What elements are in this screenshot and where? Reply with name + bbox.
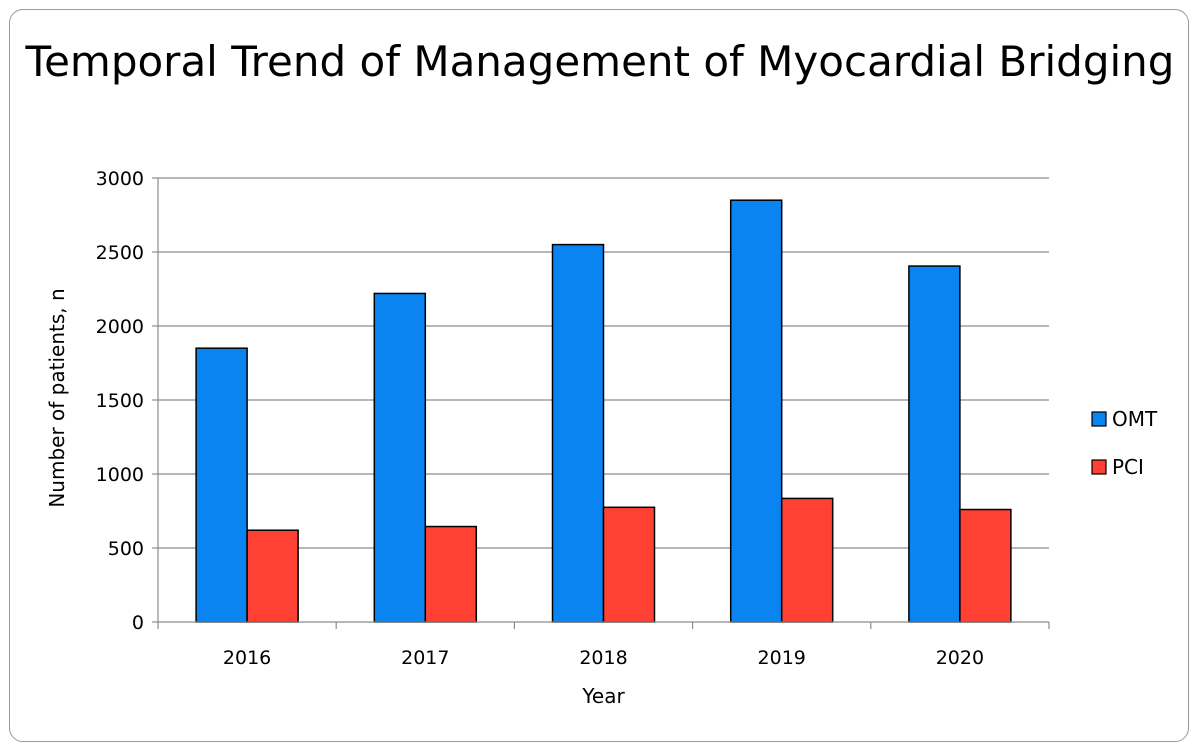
bar-omt-2016 [195,347,248,623]
y-tick-label: 3000 [96,168,144,190]
legend-label-omt: OMT [1112,407,1158,431]
x-tick-label: 2020 [936,647,984,669]
y-axis-label: Number of patients, n [45,288,69,507]
x-axis-label: Year [581,684,625,708]
bar-omt-2019 [729,199,783,623]
x-tick-label: 2018 [579,647,627,669]
legend-swatch-pci [1091,459,1107,475]
bar-pci-2018 [602,506,656,623]
x-tick-label: 2016 [223,647,271,669]
bar-pci-2017 [424,525,478,623]
x-tick-label: 2017 [401,647,449,669]
bar-omt-2020 [908,265,961,623]
bar-pci-2020 [959,508,1012,623]
y-tick-label: 2500 [96,242,144,264]
bar-omt-2018 [551,243,605,623]
x-tick-labels: 2016 2017 2018 2019 2020 [223,647,984,669]
bar-pci-2019 [780,497,834,623]
legend: OMT PCI [1091,407,1158,479]
y-tick-labels: 0 500 1000 1500 2000 2500 3000 [96,168,144,634]
bars [195,199,1012,623]
bar-omt-2017 [373,292,427,623]
y-tick-label: 2000 [96,316,144,338]
x-tick-label: 2019 [758,647,806,669]
y-tick-label: 1500 [96,390,144,412]
legend-swatch-omt [1091,411,1107,427]
y-tick-label: 500 [108,538,144,560]
legend-label-pci: PCI [1112,455,1144,479]
y-tick-label: 1000 [96,464,144,486]
chart-title: Temporal Trend of Management of Myocardi… [25,37,1175,86]
bar-pci-2016 [246,529,299,623]
axes [152,177,1050,629]
y-tick-label: 0 [132,612,144,634]
